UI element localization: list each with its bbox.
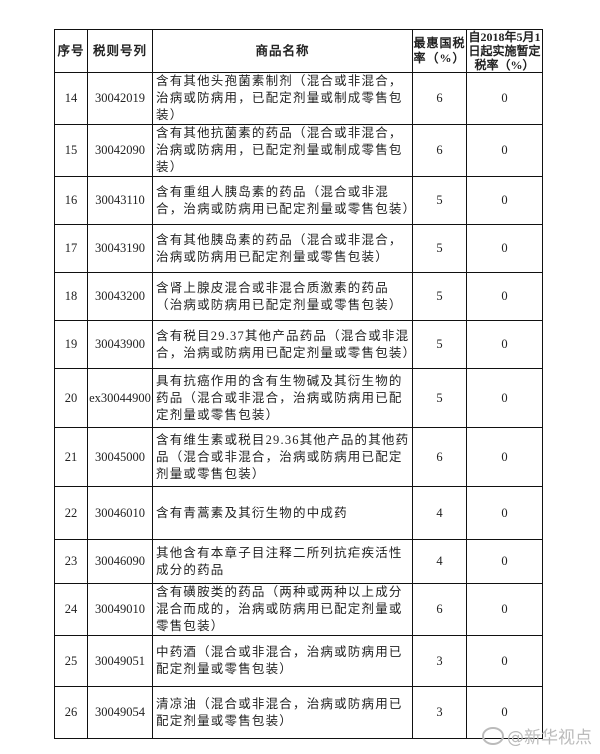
watermark: @新华视点 — [482, 723, 592, 748]
row-name: 其他含有本章子目注释二所列抗疟疾活性成分的药品 — [152, 539, 413, 584]
row-interim-rate: 0 — [466, 72, 543, 125]
row-code: 30042090 — [87, 124, 153, 177]
row-seq: 14 — [54, 72, 88, 125]
row-mfn-rate: 5 — [412, 272, 467, 321]
table-row: 17 30043190 含有其他胰岛素的药品（混合或非混合，治病或防病用已配定剂量或… — [54, 224, 543, 273]
row-mfn-rate: 6 — [412, 72, 467, 125]
row-interim-rate: 0 — [466, 272, 543, 321]
table-row: 22 30046010 含有青蒿素及其衍生物的中成药 4 0 — [54, 486, 543, 540]
row-seq: 20 — [54, 368, 88, 428]
row-code: 30045000 — [87, 427, 153, 487]
row-seq: 21 — [54, 427, 88, 487]
table-row: 21 30045000 含有维生素或税目29.36其他产品的其他药品（混合或非混合，… — [54, 427, 543, 487]
row-interim-rate: 0 — [466, 486, 543, 540]
row-mfn-rate: 4 — [412, 486, 467, 540]
table-row: 24 30049010 含有磺胺类的药品（两种或两种以上成分混合而成的，治病或防病用… — [54, 583, 543, 636]
row-mfn-rate: 3 — [412, 635, 467, 687]
table-row: 16 30043110 含有重组人胰岛素的药品（混合或非混合，治病或防病用已配定剂量… — [54, 176, 543, 225]
row-mfn-rate: 4 — [412, 539, 467, 584]
row-mfn-rate: 6 — [412, 583, 467, 636]
row-interim-rate: 0 — [466, 635, 543, 687]
table-header-row: 序号 税则号列 商品名称 最惠国税率（%） 自2018年5月1日起实施暂定税率（… — [54, 29, 543, 73]
row-mfn-rate: 6 — [412, 427, 467, 487]
table-row: 26 30049054 清凉油（混合或非混合，治病或防病用已配定剂量或零售包装） 3 0 — [54, 686, 543, 739]
row-code: 30043900 — [87, 320, 153, 369]
row-interim-rate: 0 — [466, 427, 543, 487]
tariff-table: 序号 税则号列 商品名称 最惠国税率（%） 自2018年5月1日起实施暂定税率（… — [54, 29, 543, 739]
row-seq: 15 — [54, 124, 88, 177]
row-seq: 23 — [54, 539, 88, 584]
table-row: 15 30042090 含有其他抗菌素的药品（混合或非混合，治病或防病用，已配定剂量… — [54, 124, 543, 177]
header-mfn-rate: 最惠国税率（%） — [412, 29, 467, 73]
row-name: 含有磺胺类的药品（两种或两种以上成分混合而成的，治病或防病用已配定剂量或零售包装… — [152, 583, 413, 636]
table-row: 14 30042019 含有其他头孢菌素制剂（混合或非混合，治病或防病用，已配定剂量… — [54, 72, 543, 125]
row-code: 30049054 — [87, 686, 153, 739]
header-seq: 序号 — [54, 29, 88, 73]
row-seq: 19 — [54, 320, 88, 369]
row-interim-rate: 0 — [466, 539, 543, 584]
row-code: 30046090 — [87, 539, 153, 584]
row-code: 30049010 — [87, 583, 153, 636]
row-name: 含有重组人胰岛素的药品（混合或非混合，治病或防病用已配定剂量或零售包装） — [152, 176, 415, 225]
row-interim-rate: 0 — [466, 224, 543, 273]
row-interim-rate: 0 — [466, 124, 543, 177]
row-code: 30042019 — [87, 72, 153, 125]
row-interim-rate: 0 — [466, 320, 543, 369]
row-code: 30046010 — [87, 486, 153, 540]
row-seq: 24 — [54, 583, 88, 636]
row-name: 含肾上腺皮混合或非混合质激素的药品（治病或防病用已配定剂量或零售包装） — [152, 272, 413, 321]
row-name: 含有其他头孢菌素制剂（混合或非混合，治病或防病用，已配定剂量或制成零售包装） — [152, 72, 413, 125]
row-seq: 16 — [54, 176, 88, 225]
row-seq: 26 — [54, 686, 88, 739]
row-code: 30043190 — [87, 224, 153, 273]
row-seq: 25 — [54, 635, 88, 687]
row-name: 含有青蒿素及其衍生物的中成药 — [152, 486, 413, 540]
row-interim-rate: 0 — [466, 176, 543, 225]
row-name: 清凉油（混合或非混合，治病或防病用已配定剂量或零售包装） — [152, 686, 413, 739]
weibo-logo-icon — [482, 726, 504, 745]
row-mfn-rate: 5 — [412, 224, 467, 273]
row-mfn-rate: 5 — [412, 176, 467, 225]
row-name: 含有维生素或税目29.36其他产品的其他药品（混合或非混合，治病或防病用已配定剂… — [152, 427, 413, 487]
header-code: 税则号列 — [87, 29, 153, 73]
row-seq: 17 — [54, 224, 88, 273]
watermark-text: @新华视点 — [507, 728, 592, 748]
row-name: 具有抗癌作用的含有生物碱及其衍生物的药品（混合或非混合，治病或防病用已配定剂量或… — [152, 368, 413, 428]
row-code: 30043110 — [87, 176, 153, 225]
table-row: 25 30049051 中药酒（混合或非混合，治病或防病用已配定剂量或零售包装） 3 0 — [54, 635, 543, 687]
row-mfn-rate: 5 — [412, 368, 467, 428]
table-row: 23 30046090 其他含有本章子目注释二所列抗疟疾活性成分的药品 4 0 — [54, 539, 543, 584]
row-name: 含有其他抗菌素的药品（混合或非混合，治病或防病用，已配定剂量或制成零售包装） — [152, 124, 413, 177]
row-name: 中药酒（混合或非混合，治病或防病用已配定剂量或零售包装） — [152, 635, 413, 687]
row-mfn-rate: 5 — [412, 320, 467, 369]
row-interim-rate: 0 — [466, 583, 543, 636]
row-name: 含有其他胰岛素的药品（混合或非混合，治病或防病用已配定剂量或零售包装） — [152, 224, 413, 273]
row-seq: 22 — [54, 486, 88, 540]
row-name: 含有税目29.37其他产品药品（混合或非混合，治病或防病用已配定剂量或零售包装） — [152, 320, 415, 369]
table-row: 20 ex30044900 具有抗癌作用的含有生物碱及其衍生物的药品（混合或非混合，… — [54, 368, 543, 428]
row-mfn-rate: 6 — [412, 124, 467, 177]
row-code: 30049051 — [87, 635, 153, 687]
header-interim-rate: 自2018年5月1日起实施暂定税率（%） — [466, 29, 543, 73]
row-code: 30043200 — [87, 272, 153, 321]
row-interim-rate: 0 — [466, 368, 543, 428]
row-mfn-rate: 3 — [412, 686, 467, 739]
table-row: 18 30043200 含肾上腺皮混合或非混合质激素的药品（治病或防病用已配定剂量或… — [54, 272, 543, 321]
row-seq: 18 — [54, 272, 88, 321]
table-row: 19 30043900 含有税目29.37其他产品药品（混合或非混合，治病或防病用已… — [54, 320, 543, 369]
header-name: 商品名称 — [152, 29, 413, 73]
row-code: ex30044900 — [87, 368, 153, 428]
row-interim-rate: 0 — [466, 686, 543, 739]
